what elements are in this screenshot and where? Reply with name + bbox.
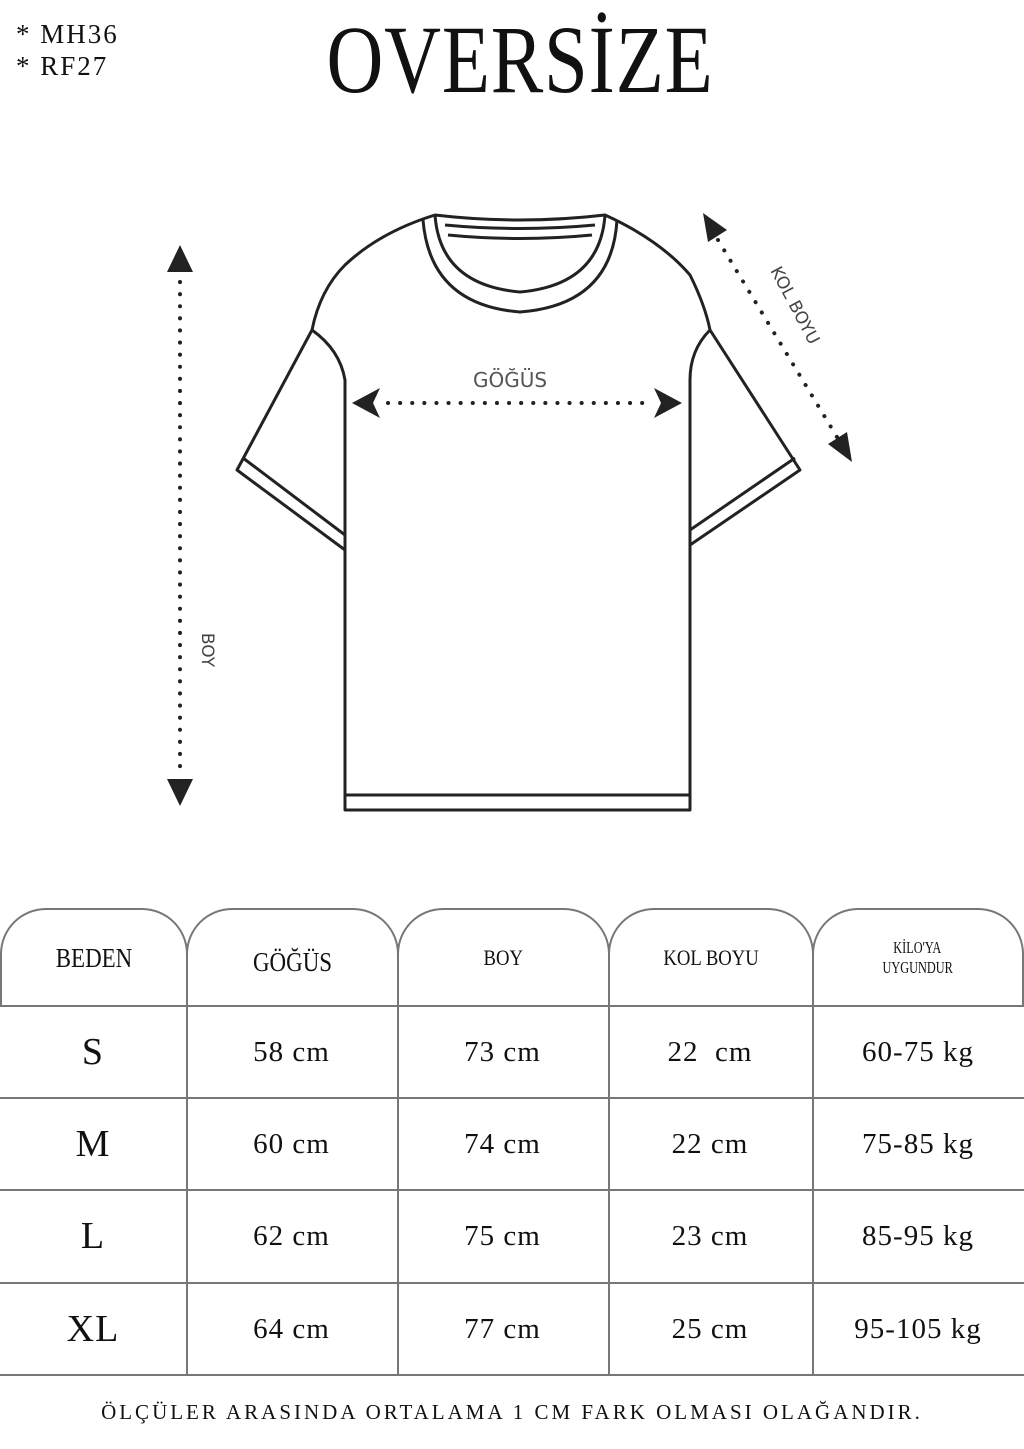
header-gogus: GÖĞÜS xyxy=(186,908,399,1006)
chest-arrow-left-icon xyxy=(352,388,380,418)
code-1: * MH36 xyxy=(16,19,119,49)
length-label: BOY xyxy=(197,633,217,668)
header-kilo: KİLO'YA UYGUNDUR xyxy=(812,908,1024,1006)
page-title: OVERSİZE xyxy=(326,6,714,113)
header-kol-boyu: KOL BOYU xyxy=(608,908,814,1006)
chest-arrow-right-icon xyxy=(654,388,682,418)
tshirt-outline xyxy=(235,213,802,812)
measure-arrows xyxy=(167,213,852,806)
tshirt-diagram: GÖĞÜS BOY KOL BOYU xyxy=(167,213,852,812)
sleeve-arrow-down-icon xyxy=(828,432,852,462)
code-2: * RF27 xyxy=(16,51,109,81)
header-boy: BOY xyxy=(397,908,610,1006)
header-beden: BEDEN xyxy=(0,908,188,1006)
length-arrow-down-icon xyxy=(167,779,193,806)
footer-note: ÖLÇÜLER ARASINDA ORTALAMA 1 CM FARK OLMA… xyxy=(101,1400,923,1424)
measure-dotted-lines xyxy=(178,238,842,772)
sleeve-arrow-up-icon xyxy=(703,213,727,242)
product-codes: * MH36 * RF27 xyxy=(16,18,119,82)
length-arrow-up-icon xyxy=(167,245,193,272)
chest-label: GÖĞÜS xyxy=(473,368,547,392)
